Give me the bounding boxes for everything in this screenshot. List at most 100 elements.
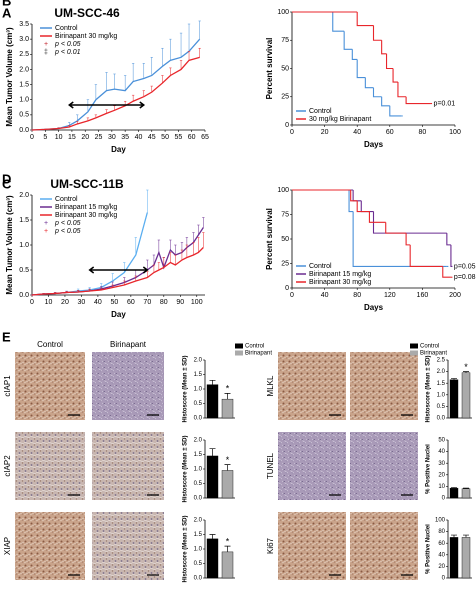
error-bar (157, 262, 161, 270)
y-tick-label: 0 (285, 122, 289, 129)
x-tick-label: 40 (94, 299, 102, 306)
y-tick-label: 1.5 (19, 217, 29, 224)
error-bar (209, 448, 216, 456)
y-tick-label: 1.0 (194, 467, 203, 473)
survival-step (348, 190, 354, 213)
error-bar (157, 239, 161, 253)
y-axis-label: Mean Tumor Volume (cm³) (5, 195, 14, 295)
survival-step (364, 77, 374, 89)
x-tick-label: 200 (449, 292, 461, 299)
p-value: p=0.05 (454, 263, 476, 270)
legend-label: Birinapant (420, 351, 447, 357)
significance: * (226, 384, 230, 394)
survival-step (397, 82, 407, 98)
legend-symbol: + (44, 41, 48, 48)
p-value: p=0.01 (434, 100, 456, 107)
y-tick-label: 1.0 (194, 387, 203, 393)
error-bar (202, 217, 205, 228)
x-tick-label: 60 (188, 134, 196, 141)
y-tick-label: 30 (438, 461, 445, 467)
error-bar (150, 85, 153, 93)
error-bar (142, 90, 145, 97)
error-bar (131, 94, 135, 102)
bar (221, 470, 234, 499)
error-bar (187, 23, 191, 52)
x-tick-label: 160 (417, 292, 429, 299)
error-bar (134, 275, 137, 281)
column-header: Birinapant (110, 340, 147, 349)
x-axis-label: Days (364, 140, 384, 149)
y-tick-label: 0.0 (194, 576, 203, 582)
error-bar (146, 189, 149, 213)
y-tick-label: 0.5 (194, 401, 203, 407)
legend-label: Control (55, 25, 78, 32)
error-bar (192, 232, 195, 243)
x-tick-label: 45 (148, 134, 156, 141)
legend-swatch (235, 343, 243, 349)
survival-step (356, 59, 366, 79)
bar (206, 384, 219, 419)
y-tick-label: 0.5 (194, 561, 203, 567)
y-tick-label: 0 (442, 576, 446, 582)
y-tick-label: 50 (438, 438, 445, 444)
y-tick-label: 40 (438, 449, 445, 455)
error-bar (146, 259, 149, 270)
survival-step (356, 12, 374, 27)
y-tick-label: 50 (281, 236, 289, 243)
survival-step (352, 190, 362, 202)
image (278, 512, 346, 580)
column-header: Control (37, 340, 63, 349)
legend-swatch (410, 350, 418, 356)
image (92, 352, 164, 420)
y-tick-label: 2.5 (19, 51, 29, 58)
legend-symbol: ‡ (44, 49, 48, 56)
survival-step (381, 96, 390, 107)
x-tick-label: 0 (290, 129, 294, 136)
panel-label: E (2, 329, 11, 344)
row-label: cIAP2 (3, 455, 12, 477)
survival-step (372, 25, 382, 41)
x-tick-label: 100 (449, 129, 461, 136)
x-tick-label: 20 (321, 129, 329, 136)
legend-label: Birinapant (245, 351, 272, 357)
x-axis-label: Day (111, 145, 126, 154)
image (92, 512, 164, 580)
error-bar (94, 84, 98, 100)
y-tick-label: 80 (438, 529, 445, 535)
survival-step (352, 211, 447, 267)
survival-step (442, 266, 451, 278)
y-tick-label: 1.5 (19, 81, 29, 88)
error-bar (105, 72, 108, 91)
y-tick-label: 3.5 (19, 21, 29, 28)
y-axis-label: Histoscore (Mean ± SD) (183, 516, 189, 583)
error-bar (169, 252, 172, 263)
image (15, 432, 85, 500)
series-line (31, 227, 204, 296)
y-tick-label: 2.0 (194, 438, 203, 444)
x-tick-label: 30 (108, 134, 116, 141)
y-tick-label: 40 (438, 552, 445, 558)
y-axis-label: Mean Tumor Volume (cm³) (5, 27, 14, 127)
x-tick-label: 30 (78, 299, 86, 306)
error-bar (185, 244, 189, 258)
legend-label: Control (420, 344, 439, 350)
legend-label: Birinapant 30 mg/kg (55, 33, 117, 40)
error-bar (161, 75, 164, 84)
legend-symbol: + (44, 228, 48, 235)
error-bar (187, 51, 191, 61)
y-axis-label: Histoscore (Mean ± SD) (183, 356, 189, 423)
error-bar (179, 32, 183, 58)
x-tick-label: 65 (201, 134, 209, 141)
y-axis-label: % Positive Nuclei (426, 444, 432, 494)
survival-step (385, 53, 394, 70)
x-tick-label: 35 (121, 134, 129, 141)
y-axis-label: Percent survival (265, 208, 274, 270)
y-tick-label: 20 (438, 564, 445, 570)
y-tick-label: 0.5 (19, 112, 29, 119)
y-tick-label: 2.0 (194, 358, 203, 364)
image (15, 512, 85, 580)
scale-bars (68, 414, 413, 576)
x-tick-label: 80 (419, 129, 427, 136)
x-tick-label: 10 (55, 134, 63, 141)
y-tick-label: 3.0 (19, 36, 29, 43)
